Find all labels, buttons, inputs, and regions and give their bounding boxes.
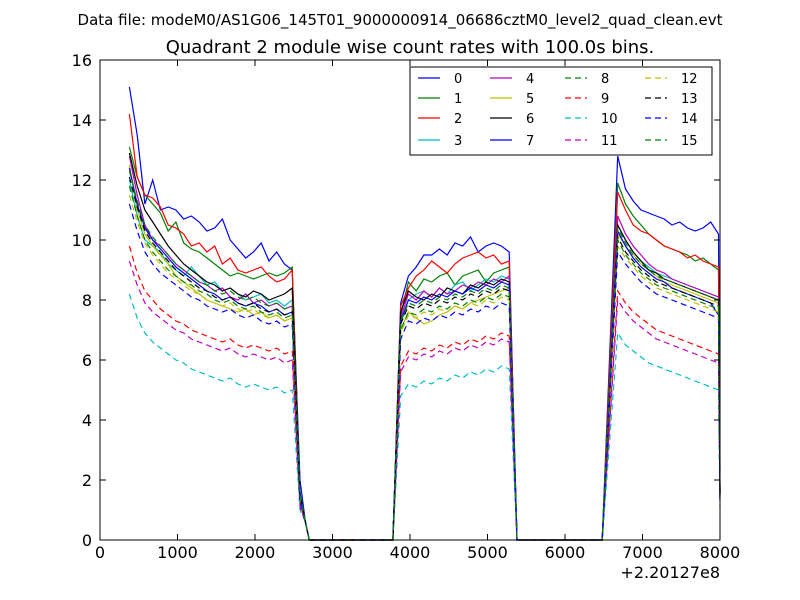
chart-title: Quadrant 2 module wise count rates with … <box>166 37 655 58</box>
legend-label-9: 9 <box>601 92 609 107</box>
y-tick-label: 16 <box>72 51 92 70</box>
x-tick-label: 0 <box>95 543 105 562</box>
legend-label-5: 5 <box>526 92 534 107</box>
y-tick-label: 4 <box>82 411 92 430</box>
x-tick-label: 6000 <box>545 543 586 562</box>
legend-label-14: 14 <box>681 112 698 127</box>
y-tick-label: 10 <box>72 231 92 250</box>
series-line-13 <box>128 176 721 541</box>
y-tick-label: 2 <box>82 471 92 490</box>
legend-label-11: 11 <box>601 134 618 149</box>
series-line-15 <box>128 170 721 541</box>
series-line-4 <box>128 155 721 541</box>
legend-label-3: 3 <box>454 134 462 149</box>
x-tick-label: 7000 <box>622 543 663 562</box>
x-tick-label: 1000 <box>157 543 198 562</box>
x-offset-label: +2.20127e8 <box>620 563 720 582</box>
legend-label-6: 6 <box>526 112 534 127</box>
y-tick-label: 14 <box>72 111 92 130</box>
x-tick-label: 3000 <box>312 543 353 562</box>
legend-label-7: 7 <box>526 134 534 149</box>
series-line-3 <box>128 179 721 541</box>
series-line-9 <box>128 245 721 541</box>
x-tick-label: 5000 <box>467 543 508 562</box>
y-tick-label: 6 <box>82 351 92 370</box>
legend-label-2: 2 <box>454 112 462 127</box>
legend-label-12: 12 <box>681 72 698 87</box>
series-line-10 <box>128 293 721 541</box>
series-line-6 <box>128 152 721 541</box>
x-tick-label: 4000 <box>390 543 431 562</box>
series-line-12 <box>128 194 721 541</box>
series-line-0 <box>128 86 721 541</box>
series-line-14 <box>128 203 721 541</box>
series-line-7 <box>128 167 721 541</box>
x-tick-label: 2000 <box>235 543 276 562</box>
legend-label-10: 10 <box>601 112 618 127</box>
chart-suptitle: Data file: modeM0/AS1G06_145T01_90000009… <box>78 11 723 30</box>
y-tick-label: 8 <box>82 291 92 310</box>
legend-label-0: 0 <box>454 72 462 87</box>
ticks-layer: 0 1000 2000 3000 4000 5000 6000 7000 80000246810… <box>72 51 741 562</box>
y-tick-label: 12 <box>72 171 92 190</box>
series-layer <box>128 86 721 541</box>
plot-frame <box>99 59 721 541</box>
series-line-8 <box>128 185 721 541</box>
legend-label-15: 15 <box>681 134 698 149</box>
legend-label-8: 8 <box>601 72 609 87</box>
legend-label-4: 4 <box>526 72 534 87</box>
legend-label-13: 13 <box>681 92 698 107</box>
legend-box <box>409 66 713 156</box>
y-tick-label: 0 <box>82 531 92 550</box>
legend-label-1: 1 <box>454 92 462 107</box>
x-tick-label: 8000 <box>700 543 741 562</box>
series-line-2 <box>128 113 721 541</box>
